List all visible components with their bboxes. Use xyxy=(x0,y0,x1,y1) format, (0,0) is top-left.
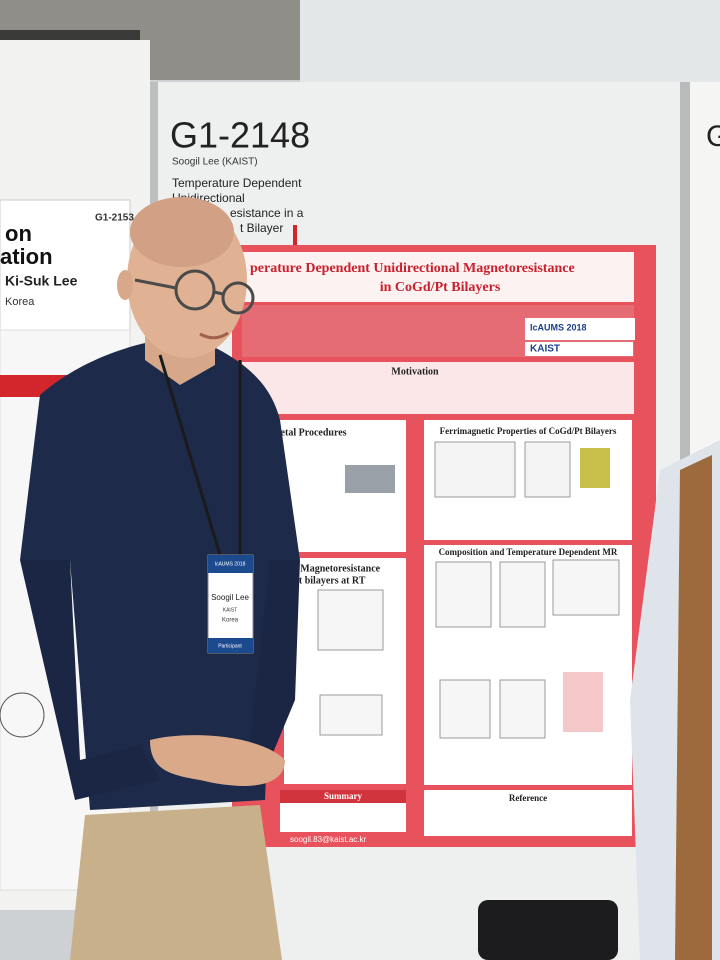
poster-title: in CoGd/Pt Bilayers xyxy=(380,280,501,295)
right-board xyxy=(690,82,720,482)
figure xyxy=(435,561,492,628)
figure xyxy=(434,441,516,498)
board-title: t Bilayer xyxy=(240,221,283,235)
figure xyxy=(524,441,571,498)
poster-title-box xyxy=(242,252,634,302)
arm xyxy=(20,560,160,800)
figure xyxy=(499,561,546,628)
badge-banner xyxy=(208,555,253,573)
section-heading: Summary xyxy=(324,791,362,801)
pin xyxy=(293,225,297,247)
left-poster-header xyxy=(0,199,131,331)
right-board-id: G xyxy=(706,120,720,153)
ear xyxy=(117,270,133,300)
left-title: ation xyxy=(0,244,53,269)
section-heading: Motivation xyxy=(391,366,439,377)
glasses xyxy=(221,281,255,315)
badge-role: Participant xyxy=(218,643,242,649)
arm xyxy=(250,560,300,760)
pants xyxy=(70,805,282,960)
shirt xyxy=(20,340,300,810)
figure xyxy=(552,559,620,616)
figure xyxy=(563,672,603,732)
board-title: Temperature Dependent xyxy=(172,176,302,190)
left-affiliation: Korea xyxy=(5,296,35,308)
board-title: esistance in a xyxy=(230,206,304,220)
bag xyxy=(478,900,618,960)
bag-strap xyxy=(675,455,712,960)
figure xyxy=(499,679,546,739)
badge-country: Korea xyxy=(222,618,239,624)
board-author: Soogil Lee (KAIST) xyxy=(172,157,258,168)
glasses xyxy=(174,269,216,311)
lanyard xyxy=(158,354,242,556)
figure xyxy=(439,679,491,739)
poster-title: perature Dependent Unidirectional Magnet… xyxy=(250,261,575,276)
badge-name: Soogil Lee xyxy=(211,593,249,602)
figure xyxy=(580,448,610,488)
section-banner xyxy=(280,790,406,803)
figure xyxy=(319,694,383,736)
logo-box xyxy=(525,342,633,356)
badge-conference: IcAUMS 2018 xyxy=(215,561,246,567)
conference-logo: IcAUMS 2018 xyxy=(530,322,587,332)
email: soogil.83@kaist.ac.kr xyxy=(290,835,366,844)
window-area xyxy=(300,0,720,90)
badge-footer xyxy=(208,638,253,653)
section-heading: Ferrimagnetic Properties of CoGd/Pt Bila… xyxy=(440,426,617,436)
badge-institute: KAIST xyxy=(223,607,237,613)
left-title: on xyxy=(5,221,32,246)
section-box xyxy=(242,362,634,414)
hands xyxy=(150,735,285,786)
section-box xyxy=(424,790,632,836)
institute-logo: KAIST xyxy=(530,344,560,355)
left-poster-figure xyxy=(0,692,45,738)
section-heading: /Pt bilayers at RT xyxy=(289,575,366,586)
mouth xyxy=(199,331,229,340)
logo-box xyxy=(525,318,635,340)
scalp xyxy=(130,197,234,267)
glasses-frame xyxy=(134,278,224,296)
section-heading: al Magnetoresistance xyxy=(290,563,381,574)
section-heading: perimetal Procedures xyxy=(255,427,347,438)
section-heading: Composition and Temperature Dependent MR xyxy=(439,547,618,557)
left-board-id: G1-2153 xyxy=(95,213,134,224)
figure xyxy=(317,589,384,651)
left-author: Ki-Suk Lee xyxy=(5,273,78,289)
figure xyxy=(345,465,395,493)
section-heading: Reference xyxy=(509,793,547,803)
board-id: G1-2148 xyxy=(170,115,310,156)
